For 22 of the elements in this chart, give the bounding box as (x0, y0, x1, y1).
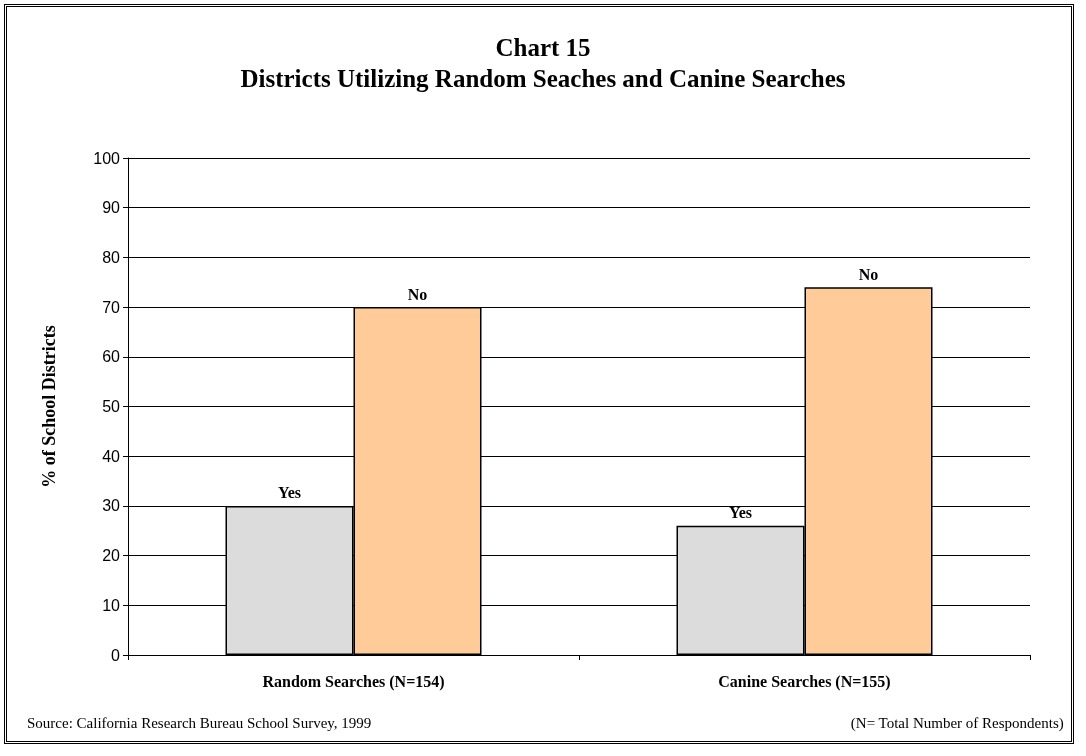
y-tick-label: 80 (102, 248, 121, 266)
y-tick-label: 70 (102, 298, 121, 316)
series-label: No (407, 285, 428, 303)
text: Yes (728, 504, 753, 522)
chart-subtitle: Districts Utilizing Random Seaches and Canine Searches (240, 65, 846, 92)
text: (N= Total Number of Respondents) (850, 714, 1064, 732)
y-tick-label: 0 (111, 646, 121, 664)
x-tick-label: Random Searches (N=154) (262, 672, 445, 691)
y-tick-label: 100 (93, 149, 121, 167)
y-tick-label: 20 (102, 547, 121, 565)
chart-title: Chart 15 (495, 34, 591, 61)
text: No (858, 265, 879, 283)
source-note: Source: California Research Bureau School Survey, 1999 (27, 714, 372, 731)
x-tick-label: Canine Searches (N=155) (718, 672, 891, 691)
y-tick-label: 40 (102, 447, 121, 465)
y-axis-title: % of School Districts (39, 325, 59, 488)
y-tick-label: 60 (102, 348, 121, 366)
y-tick-label: 30 (102, 497, 121, 515)
y-tick-label: 90 (102, 199, 121, 217)
y-tick-label: 50 (102, 398, 121, 415)
series-label: Yes (277, 484, 302, 502)
y-tick-label: 10 (102, 596, 121, 614)
